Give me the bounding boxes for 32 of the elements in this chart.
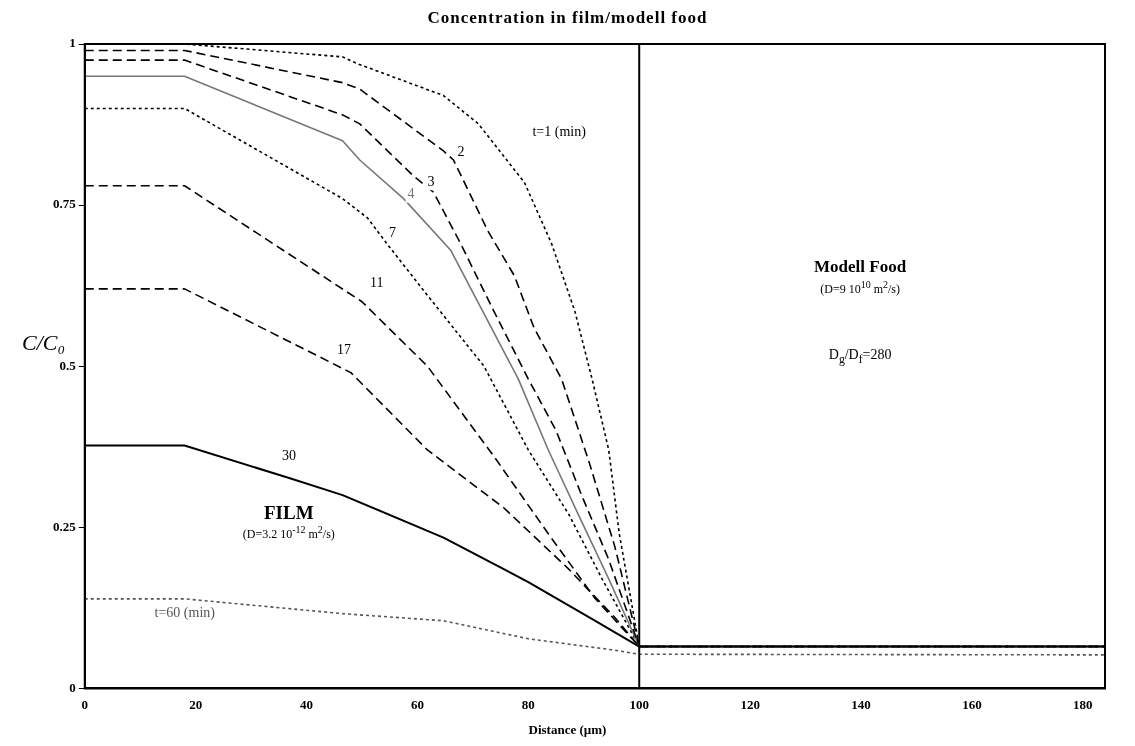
x-tick-label: 40 <box>300 696 314 712</box>
series-label: 30 <box>281 448 296 463</box>
text: t=1 (min) <box>532 124 587 141</box>
annotation: Modell Food <box>814 256 907 277</box>
x-tick-label: 20 <box>189 696 203 712</box>
x-tick-label: 160 <box>962 696 982 712</box>
annotation: FILM <box>263 501 314 524</box>
x-tick-label: 100 <box>629 696 649 712</box>
x-tick-label: 140 <box>851 696 871 712</box>
series-label: 3 <box>427 173 435 189</box>
series-label: 17 <box>336 342 351 358</box>
x-tick-label: 0 <box>81 696 88 712</box>
y-tick-label: 1 <box>69 35 76 51</box>
y-tick-label: 0.5 <box>59 357 77 373</box>
y-tick-label: 0.75 <box>53 196 77 212</box>
annotation: D$_{g}$/D$_{f}$=280 <box>828 346 892 366</box>
y-tick-label: 0 <box>69 679 76 695</box>
annotation: (D=9 10$^{10}$ m$^{2}$/s) <box>820 279 901 298</box>
chart-title: Concentration in film/modell food <box>426 8 709 28</box>
series-label: t=60 (min) <box>154 604 216 621</box>
y-axis-title: C/C₀ <box>22 330 66 356</box>
x-tick-label: 120 <box>740 696 760 712</box>
x-tick-label: 60 <box>410 696 424 712</box>
x-axis-title: Distance (µm) <box>527 722 608 738</box>
annotation: (D=3.2 10$^{-12}$ m$^{2}$/s) <box>242 524 335 543</box>
x-tick-label: 80 <box>521 696 535 712</box>
series-label: 11 <box>369 275 384 291</box>
x-tick-label: 180 <box>1073 696 1093 712</box>
series-label: 7 <box>388 225 396 241</box>
y-tick-label: 0.25 <box>53 518 77 534</box>
series-label: 4 <box>407 186 415 202</box>
series-label: 2 <box>457 143 465 159</box>
